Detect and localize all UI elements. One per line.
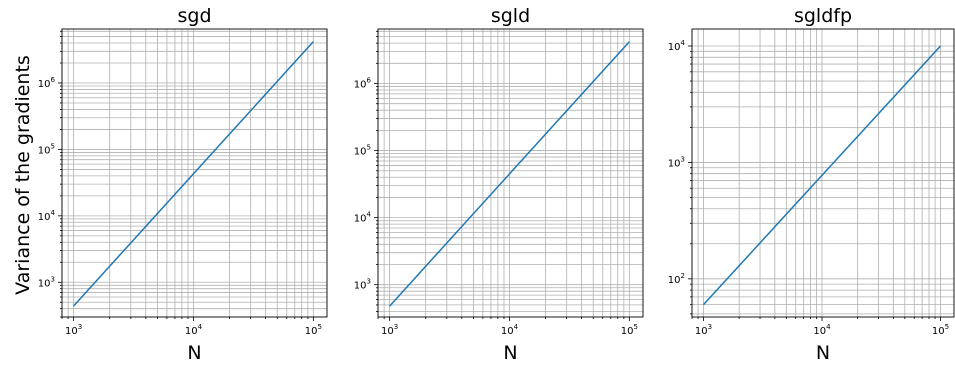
x-tick-label: 104 [185, 323, 203, 337]
series-line-0 [389, 41, 630, 307]
chart-title: sgld [491, 5, 530, 27]
chart-panel-sgldfp: 103 104 105 102 103 104 sgldfp N [668, 5, 955, 364]
y-tick-label: 103 [668, 155, 685, 169]
grid [691, 29, 954, 317]
chart-title: sgd [177, 5, 211, 27]
x-tick-label: 103 [381, 323, 398, 337]
x-tick-label: 105 [621, 323, 638, 337]
y-tick-label: 102 [668, 272, 685, 286]
x-tick-label: 104 [501, 323, 519, 337]
y-tick-label: 106 [38, 76, 56, 90]
x-axis-label: N [816, 342, 830, 364]
x-axis-label: N [503, 342, 517, 364]
y-tick-label: 105 [38, 142, 55, 156]
chart-panel-sgd: 103 104 105 103 104 105 106 sgd N [38, 5, 328, 364]
y-tick-label: 103 [354, 278, 371, 292]
series-line-0 [73, 41, 314, 307]
axes-frame [377, 28, 644, 318]
grid [377, 29, 643, 317]
grid [61, 29, 327, 318]
x-tick-label: 103 [695, 323, 712, 337]
figure-ylabel: Variance of the gradients [12, 55, 34, 295]
x-tick-label: 105 [305, 323, 322, 337]
y-tick-label: 104 [668, 39, 686, 53]
axes-frame [61, 28, 328, 318]
x-tick-label: 104 [813, 323, 831, 337]
y-tick-label: 104 [38, 209, 56, 223]
x-axis-label: N [187, 342, 201, 364]
x-tick-label: 103 [65, 323, 82, 337]
y-tick-label: 104 [354, 211, 372, 225]
chart-title: sgldfp [794, 5, 852, 27]
x-tick-label: 105 [932, 323, 949, 337]
y-tick-label: 103 [38, 275, 55, 289]
y-tick-label: 106 [354, 77, 372, 91]
axes-frame [691, 28, 955, 318]
y-tick-label: 105 [354, 144, 371, 158]
chart-panel-sgld: 103 104 105 103 104 105 106 sgld N [354, 5, 644, 364]
series-line-0 [702, 45, 942, 306]
